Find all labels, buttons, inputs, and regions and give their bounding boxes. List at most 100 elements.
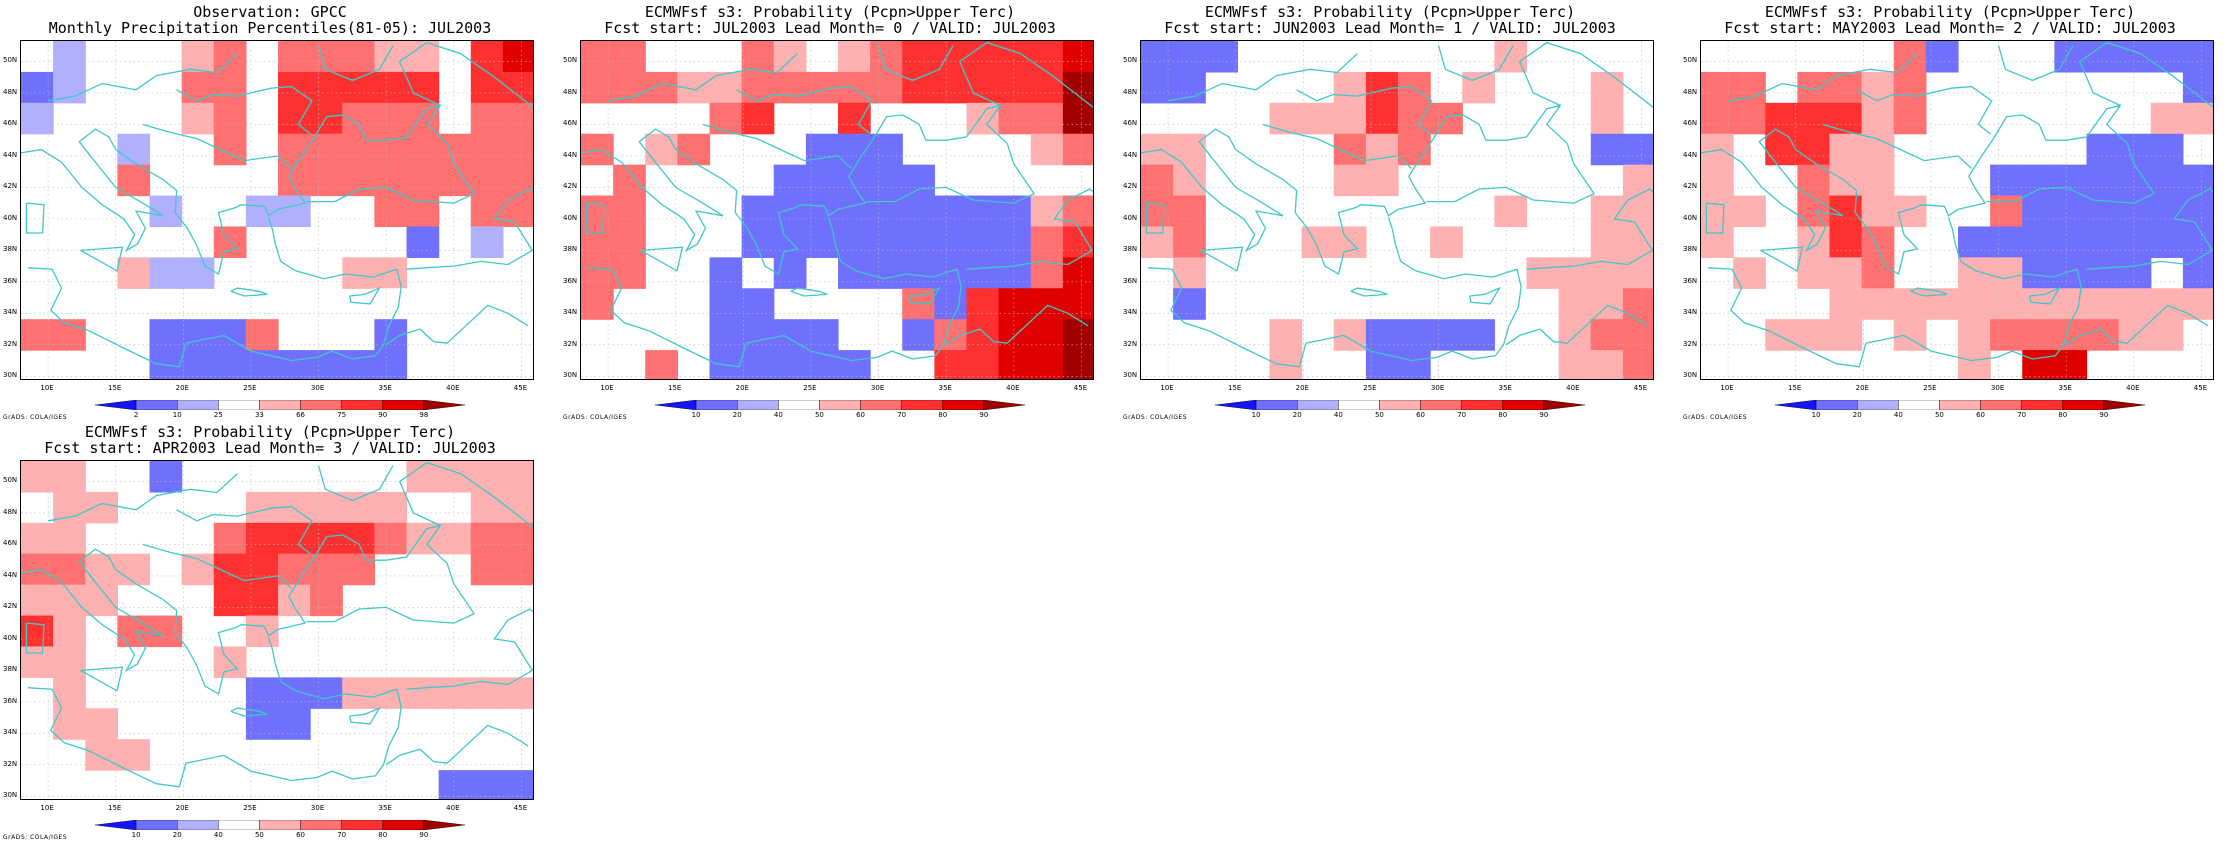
latitude-label: 34N (3, 308, 18, 317)
grid-cell (902, 71, 935, 104)
grid-cell (213, 350, 247, 379)
latitude-label: 46N (1683, 119, 1698, 128)
grid-cell (2118, 164, 2152, 197)
latitude-label: 44N (3, 150, 18, 159)
grid-cell (1622, 257, 1653, 289)
latitude-label: 40N (563, 213, 578, 222)
colorbar-swatch (382, 820, 425, 830)
grid-cell (470, 522, 504, 555)
grid-cell (1701, 71, 1734, 104)
grid-cell (838, 195, 871, 228)
grid-cell (1590, 71, 1624, 104)
map-panel-lead-3: ECMWFsf s3: Probability (Pcpn>Upper Terc… (0, 420, 550, 841)
colorbar-label: 50 (1374, 411, 1384, 419)
grid-cell (85, 553, 118, 586)
colorbar (95, 820, 465, 830)
latitude-label: 40N (1123, 213, 1138, 222)
grid-cell (966, 226, 1000, 258)
coastline (317, 45, 394, 82)
longitude-label: 15E (108, 804, 122, 812)
grid-cell (870, 133, 903, 166)
latitude-label: 42N (1683, 182, 1698, 191)
coastline (702, 123, 852, 169)
grid-cell (870, 257, 903, 289)
coastline (1707, 217, 2082, 368)
colorbar-swatch (819, 400, 861, 410)
colorbar-label: 98 (419, 411, 429, 419)
grid-cell (181, 319, 215, 351)
grid-cell (470, 553, 504, 586)
grid-cell (374, 288, 408, 320)
grid-cell (310, 133, 343, 166)
grid-cell (2086, 288, 2120, 320)
latitude-label: 30N (3, 371, 18, 380)
latitude-label: 46N (1123, 119, 1138, 128)
map-frame (580, 40, 1094, 380)
panel-subtitle: Fcst start: MAY2003 Lead Month= 2 / VALI… (1724, 19, 2176, 37)
grid-cell (502, 133, 533, 166)
colorbar-label: 25 (213, 411, 223, 419)
grid-cell (278, 584, 311, 617)
coastline (1145, 202, 1165, 234)
colorbar-label: 40 (213, 831, 223, 839)
grid-cell (1797, 195, 1831, 228)
coastline (176, 505, 313, 555)
colorbar-swatch (1815, 400, 1858, 410)
grid-cell (1590, 102, 1624, 135)
colorbar-swatch (983, 400, 1025, 410)
grid-cell (374, 522, 408, 555)
grid-cell (310, 491, 343, 524)
grid-cell (1030, 319, 1064, 351)
grid-cell (1622, 350, 1653, 379)
grid-cell (406, 133, 440, 166)
grid-cell (902, 257, 935, 289)
coastline (607, 53, 798, 102)
grid-cell (1765, 133, 1798, 166)
grid-cell (2150, 133, 2184, 166)
grid-cell (966, 319, 1000, 351)
map-frame (1700, 40, 2214, 380)
grid-cell (1398, 133, 1431, 166)
grid-cell (1062, 133, 1093, 166)
grid-cell (2086, 164, 2120, 197)
grid-cell (342, 133, 375, 166)
grid-cell (1861, 71, 1895, 104)
latitude-label: 50N (1123, 56, 1138, 65)
grid-cell (117, 739, 151, 771)
longitude-label: 20E (1855, 384, 1869, 392)
grid-cell (1701, 102, 1734, 135)
grid-cell (117, 133, 151, 166)
grid-cell (1365, 319, 1399, 351)
grid-cell (310, 41, 343, 73)
grid-cell (181, 71, 215, 104)
panel-title: ECMWFsf s3: Probability (Pcpn>Upper Terc… (1204, 3, 1576, 21)
grid-cell (2022, 319, 2055, 351)
colorbar-label: 90 (378, 411, 388, 419)
colorbar-label: 60 (1976, 411, 1985, 419)
grid-cell (2150, 288, 2184, 320)
longitude-label: 25E (243, 804, 257, 812)
longitude-label: 20E (175, 384, 189, 392)
colorbar-label: 10 (1811, 411, 1821, 419)
grid-cell (1701, 133, 1734, 166)
grid-cell (438, 770, 472, 799)
grid-cell (1365, 102, 1399, 135)
longitude-label: 45E (513, 384, 528, 392)
grid-cell (613, 195, 646, 228)
grid-cell (1558, 319, 1592, 351)
grid-cell (374, 491, 408, 524)
grid-cell (773, 71, 807, 104)
grid-cell (245, 195, 279, 228)
panel-title: Observation: GPCC (193, 3, 347, 21)
grid-cell (1893, 102, 1927, 135)
grid-cell (2118, 41, 2152, 73)
grid-cell (278, 133, 311, 166)
grid-cell (342, 102, 375, 135)
grid-cell (1462, 319, 1495, 351)
grid-cell (709, 319, 743, 351)
grid-cell (773, 350, 807, 379)
grid-cell (438, 164, 472, 197)
longitude-label: 10E (600, 384, 614, 392)
colorbar-swatch (300, 820, 342, 830)
grid-cell (21, 522, 54, 555)
